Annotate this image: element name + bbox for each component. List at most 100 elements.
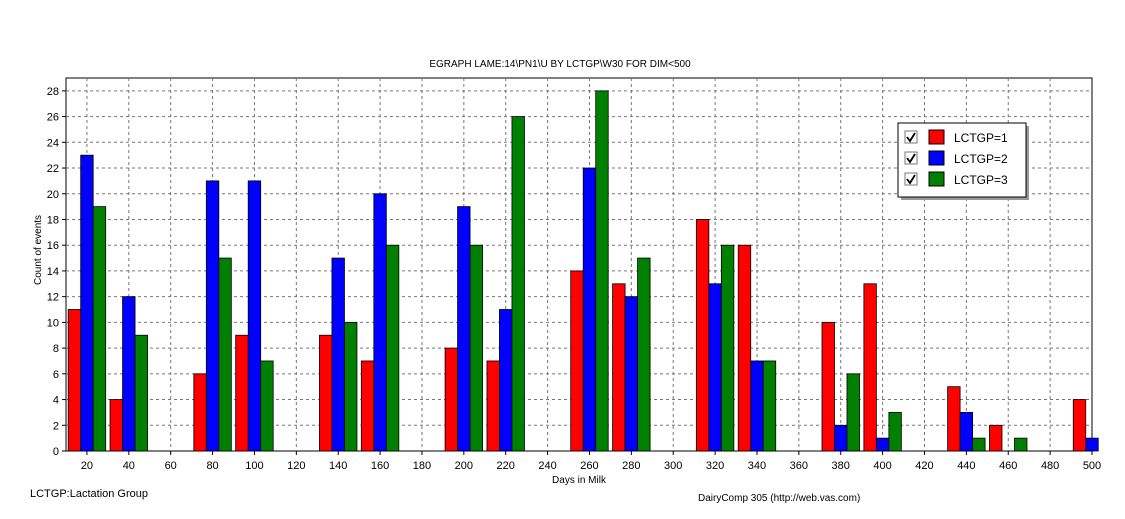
x-tick-label: 320 [706,460,724,472]
legend-checkbox [904,172,918,186]
y-tick-label: 16 [47,240,59,252]
bar [637,257,651,452]
y-tick-label: 6 [53,369,59,381]
checkmark-icon [906,174,916,185]
bar [80,154,94,452]
bar [331,257,345,452]
x-tick-label: 360 [790,460,808,472]
legend-label: LCTGP=2 [954,152,1008,166]
x-tick-label: 260 [580,460,598,472]
legend-swatch [928,171,945,187]
x-tick-label: 100 [245,460,263,472]
x-tick-label: 500 [1083,460,1101,472]
x-tick-label: 440 [957,460,975,472]
bar [624,296,638,452]
y-tick-label: 14 [47,266,59,278]
bar [595,90,609,452]
bar [373,193,387,452]
legend-checkbox [904,130,918,144]
bar [511,116,525,452]
bar [469,244,483,452]
bar [888,412,902,452]
y-tick-label: 10 [47,317,59,329]
x-tick-label: 300 [664,460,682,472]
bar [1072,399,1087,452]
y-tick-label: 22 [47,163,59,175]
x-tick-label: 200 [455,460,473,472]
y-tick-label: 2 [53,420,59,432]
bar [612,283,626,452]
bar [863,283,877,452]
y-tick-label: 4 [53,395,59,407]
bar [834,424,848,452]
x-tick-label: 60 [165,460,177,472]
bar [708,283,722,452]
x-axis-ticks: 20 40 60 80 100 120 140 160 180 200 220 240 260 280 30… [81,451,1101,472]
bar [1014,437,1028,452]
bar [486,360,500,452]
bar [134,334,148,452]
legend-swatch [928,129,945,145]
y-tick-label: 0 [53,446,59,458]
bar [947,386,961,452]
bar [821,321,835,452]
y-tick-label: 24 [47,137,59,149]
bar [582,167,597,452]
x-tick-label: 400 [873,460,891,472]
bar [695,219,710,452]
bar [260,360,274,452]
bar [319,334,333,452]
bar [67,309,82,452]
bar [499,309,513,452]
x-tick-label: 380 [832,460,850,472]
bar [762,360,777,452]
bar [750,360,764,452]
x-tick-label: 40 [123,460,135,472]
y-tick-label: 20 [47,189,59,201]
x-tick-label: 80 [206,460,218,472]
x-tick-label: 160 [371,460,389,472]
legend-box [897,122,1027,198]
checkmark-icon [906,153,916,164]
x-tick-label: 480 [1041,460,1059,472]
y-tick-label: 8 [53,343,59,355]
chart-title: EGRAPH LAME:14\PN1\U BY LCTGP\W30 FOR DI… [429,59,691,70]
y-tick-label: 28 [47,86,59,98]
legend-swatch [928,150,945,166]
legend-label: LCTGP=1 [954,131,1008,145]
x-tick-label: 460 [999,460,1017,472]
bar [846,373,860,452]
bar [122,296,136,452]
x-tick-label: 280 [622,460,640,472]
bar [457,206,471,452]
bar [989,424,1003,452]
x-tick-label: 20 [81,460,93,472]
bar [720,244,735,452]
x-tick-label: 120 [287,460,305,472]
x-tick-label: 240 [538,460,556,472]
bars [67,90,1099,452]
bar [875,437,890,452]
x-axis-label: Days in Milk [552,475,607,486]
x-tick-label: 420 [915,460,933,472]
bar [247,180,262,452]
bar [344,321,358,452]
y-tick-label: 26 [47,112,59,124]
bar [444,347,458,452]
checkmark-icon [906,132,916,143]
lactation-group-note: LCTGP:Lactation Group [30,488,149,500]
legend-checkbox [904,151,918,165]
y-axis-label: Count of events [33,215,44,285]
bar [385,244,400,452]
bar [1085,437,1099,452]
y-tick-label: 12 [47,292,59,304]
x-tick-label: 140 [329,460,347,472]
y-tick-label: 18 [47,214,59,226]
x-tick-label: 180 [413,460,431,472]
bar [205,180,220,452]
bar [972,437,986,452]
bar [737,244,752,452]
bar [570,270,584,452]
